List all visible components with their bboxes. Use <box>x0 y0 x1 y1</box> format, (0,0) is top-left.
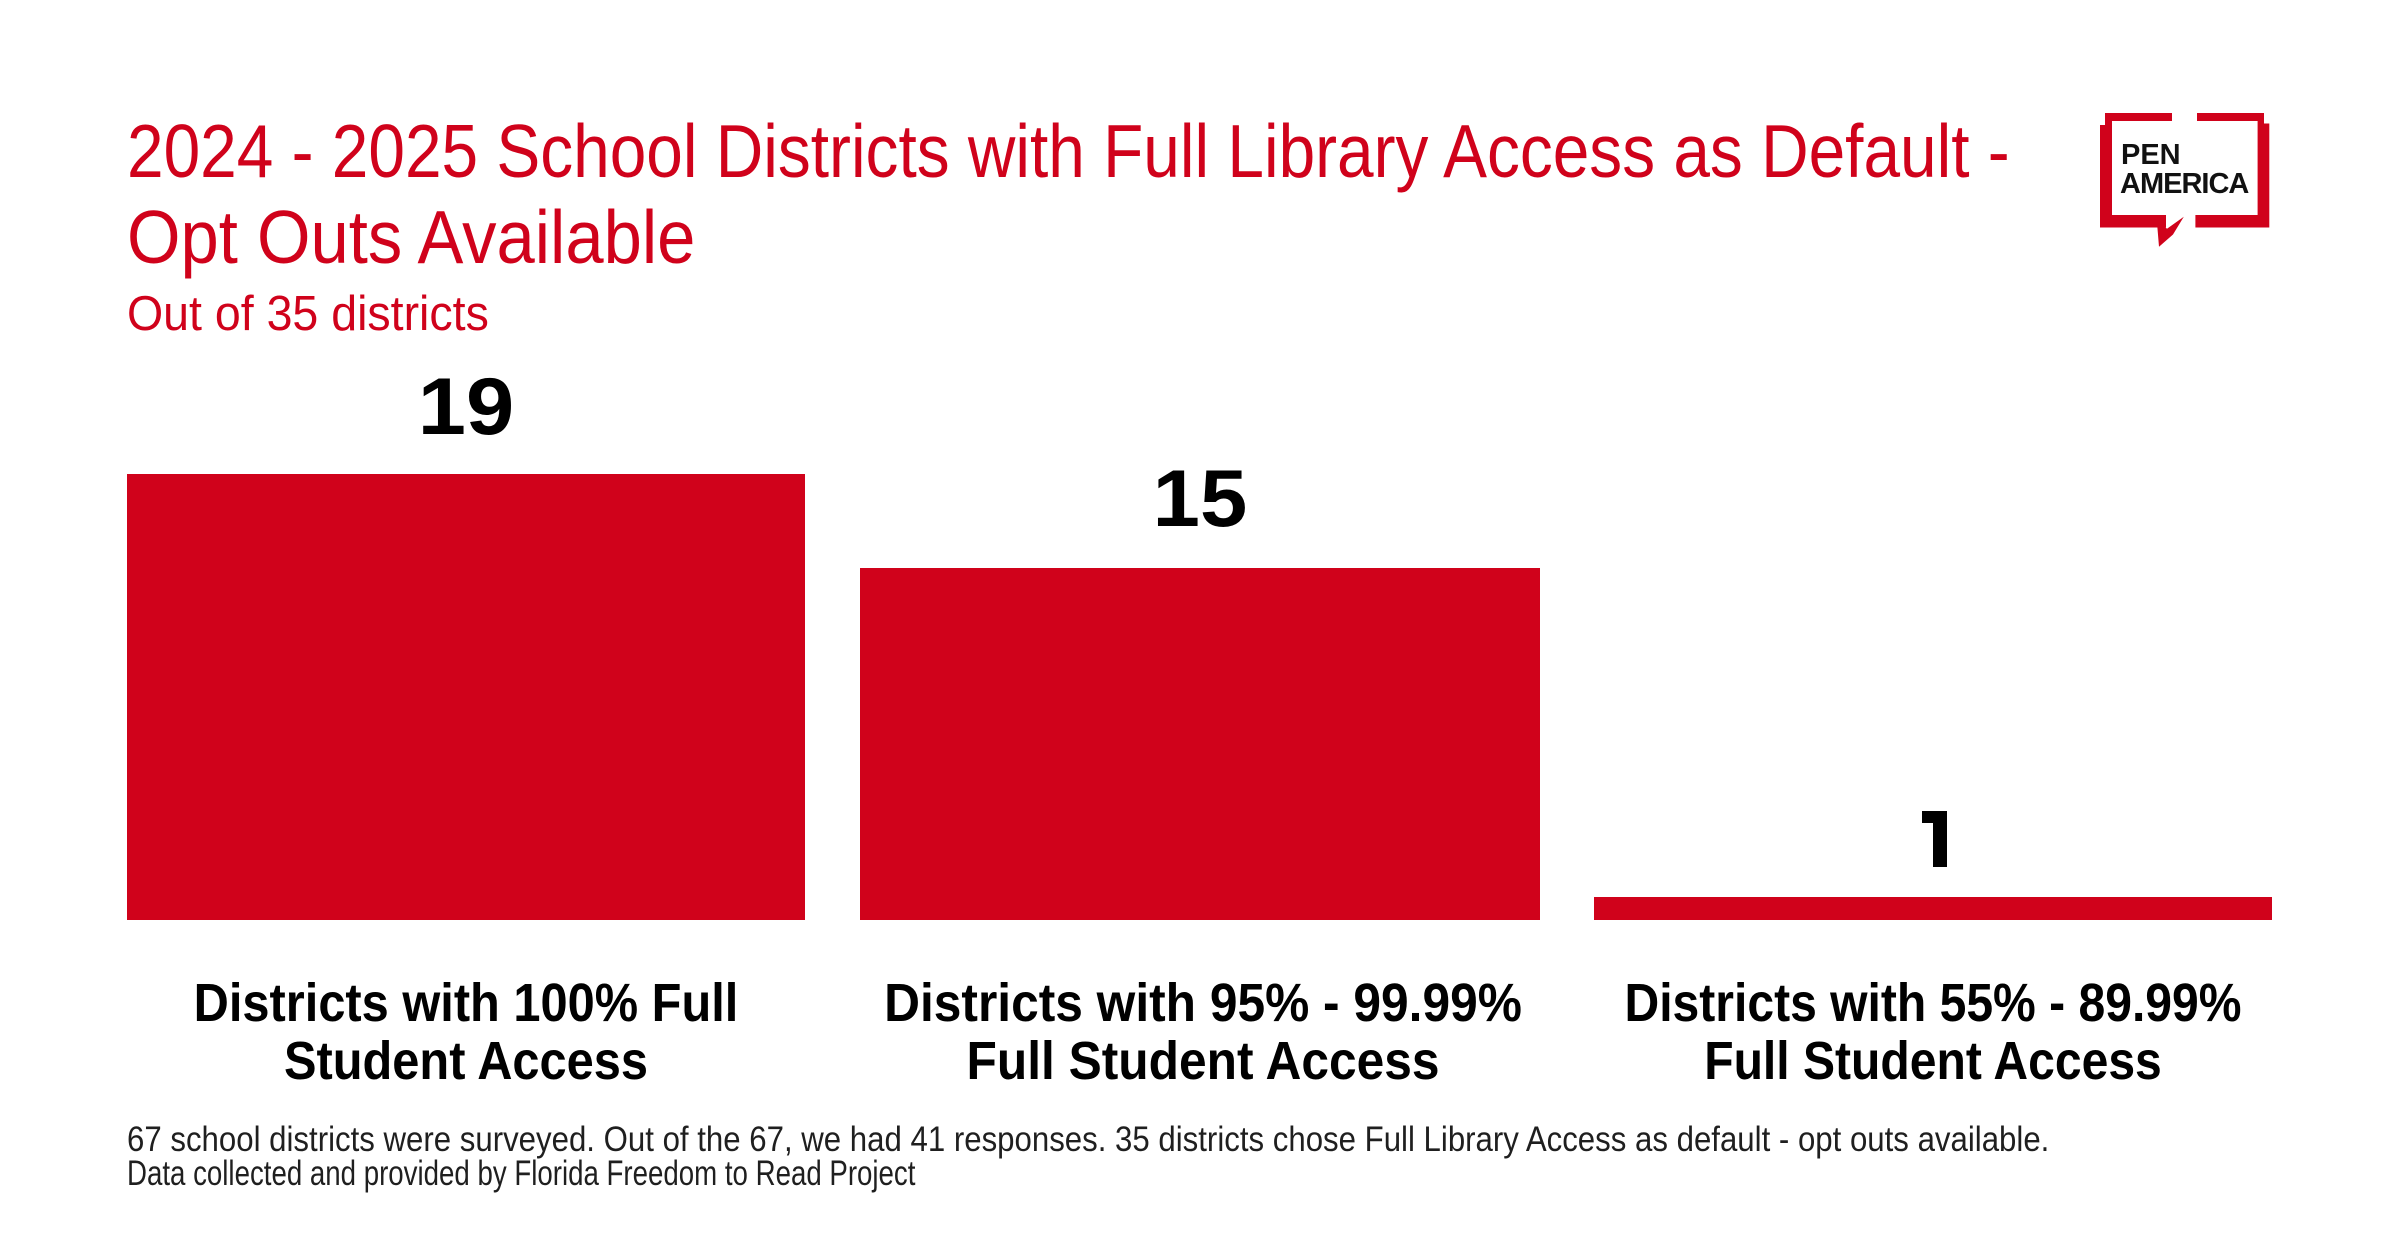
svg-text:PEN: PEN <box>2121 139 2181 171</box>
svg-text:AMERICA: AMERICA <box>2120 168 2249 200</box>
